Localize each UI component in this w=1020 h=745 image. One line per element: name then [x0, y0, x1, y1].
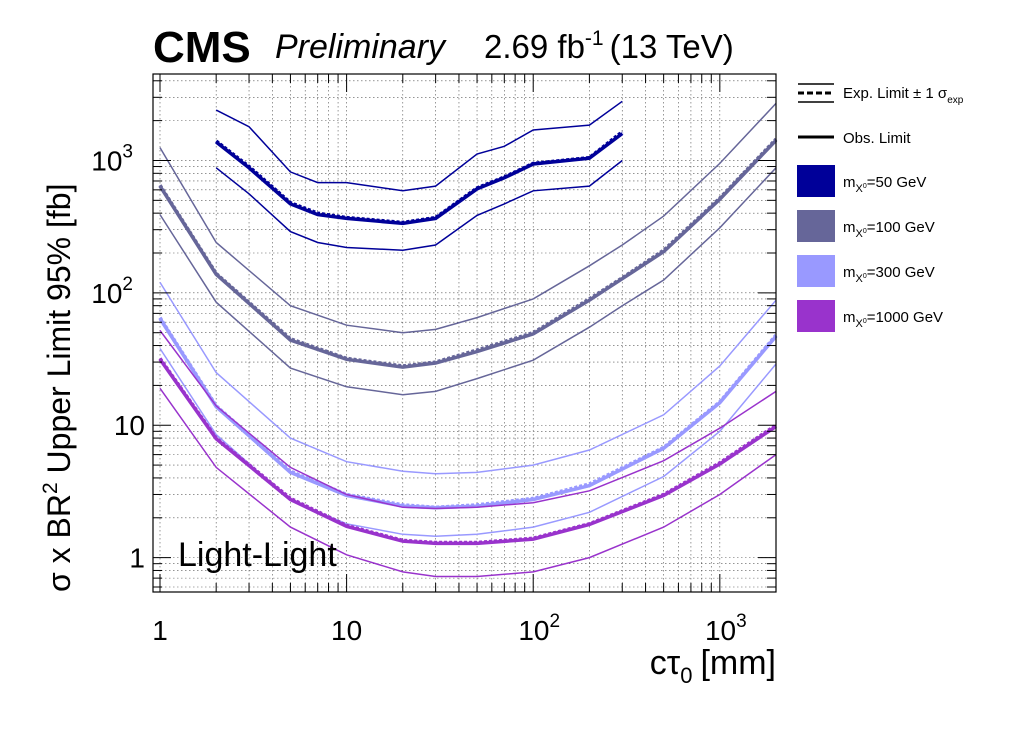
exp-band-upper-line	[159, 102, 777, 334]
y-axis-title-sup: 2	[39, 482, 62, 494]
legend-mass-prefix: m	[843, 174, 856, 191]
y-tick-label: 102	[91, 274, 133, 309]
legend: Exp. Limit ± 1 σexp Obs. Limit mX0=50 Ge…	[797, 83, 964, 332]
observed-limit-line	[158, 317, 778, 510]
legend-swatch-4	[797, 300, 835, 332]
series-1	[215, 100, 624, 251]
legend-exp-label-main: Exp. Limit ± 1 σ	[843, 85, 948, 102]
expected-limit-line	[158, 357, 777, 545]
legend-swatch-3	[797, 255, 835, 287]
legend-mass-value: =1000 GeV	[867, 309, 943, 326]
exp-band-upper-line	[159, 282, 777, 475]
legend-mass-label-4: mX0=1000 GeV	[843, 309, 943, 330]
x-tick-label-base: 10	[705, 615, 736, 646]
legend-mass-sub-sup: 0	[863, 318, 867, 325]
expected-limit-line	[158, 316, 778, 510]
y-tick-label-exp: 3	[122, 141, 133, 162]
y-tick-label-base: 10	[114, 410, 145, 441]
observed-limit-line	[158, 139, 778, 369]
legend-mass-prefix: m	[843, 264, 856, 281]
legend-mass-label-1: mX0=50 GeV	[843, 174, 926, 195]
y-axis-title-post: Upper Limit 95% [fb]	[41, 184, 77, 483]
curves	[158, 100, 778, 578]
x-tick-label: 102	[518, 611, 560, 646]
exp-band-upper-line	[215, 100, 623, 192]
x-tick-label: 1	[152, 615, 168, 646]
legend-mass-sub: X	[856, 273, 864, 285]
legend-mass-prefix: m	[843, 219, 856, 236]
grid	[153, 74, 777, 592]
legend-mass-sub-sup: 0	[863, 228, 867, 235]
expected-limit-line	[158, 137, 778, 368]
legend-mass-sub: X	[856, 183, 864, 195]
legend-mass-prefix: m	[843, 309, 856, 326]
expected-limit-line	[215, 130, 624, 225]
legend-mass-sub-sup: 0	[863, 183, 867, 190]
y-tick-label-exp: 2	[122, 274, 133, 295]
x-axis-title: cτ0 [mm]	[650, 644, 776, 688]
y-tick-label: 10	[114, 410, 145, 441]
x-tick-label-base: 10	[518, 615, 549, 646]
exp-band-lower-line	[159, 167, 777, 396]
x-tick-label-base: 10	[331, 615, 362, 646]
legend-mass-sub: X	[856, 318, 864, 330]
preliminary-label: Preliminary	[275, 28, 447, 66]
legend-exp-label-sub: exp	[947, 95, 964, 106]
x-tick-label: 10	[331, 615, 362, 646]
legend-mass-value: =300 GeV	[867, 264, 935, 281]
legend-mass-value: =100 GeV	[867, 219, 935, 236]
y-tick-label-base: 10	[91, 278, 122, 309]
legend-mass-sub: X	[856, 228, 864, 240]
exp-band-lower-line	[159, 387, 777, 578]
axis-ticks	[153, 74, 777, 592]
legend-mass-label-3: mX0=300 GeV	[843, 264, 935, 285]
x-axis-title-unit: [mm]	[700, 644, 776, 682]
legend-mass-value: =50 GeV	[867, 174, 927, 191]
series-2	[158, 102, 778, 396]
lumi-label: 2.69 fb-1 (13 TeV)	[484, 27, 734, 65]
cms-label: CMS	[153, 23, 251, 72]
y-tick-label: 1	[129, 543, 145, 574]
x-tick-label-exp: 2	[550, 611, 561, 632]
legend-exp-label: Exp. Limit ± 1 σexp	[843, 85, 964, 106]
y-tick-label-base: 10	[91, 145, 122, 176]
x-tick-label: 103	[705, 611, 747, 646]
legend-swatch-2	[797, 210, 835, 242]
legend-mass-sub-sup: 0	[863, 273, 867, 280]
annotation-light-light: Light-Light	[178, 536, 337, 574]
lumi-value: 2.69 fb	[484, 28, 585, 65]
y-tick-label: 103	[91, 141, 133, 176]
lumi-exponent: -1	[585, 27, 604, 50]
x-tick-label-base: 1	[152, 615, 168, 646]
exp-band-lower-line	[215, 159, 623, 251]
y-tick-label-base: 1	[129, 543, 145, 574]
x-axis-title-main: cτ	[650, 644, 681, 682]
observed-limit-line	[215, 132, 624, 226]
plot-frame	[152, 73, 777, 593]
x-axis-title-sub: 0	[680, 663, 692, 688]
y-axis-title: σ x BR2 Upper Limit 95% [fb]	[39, 184, 77, 592]
energy-label: (13 TeV)	[610, 28, 734, 65]
series-4	[158, 330, 777, 578]
x-tick-label-exp: 3	[736, 611, 747, 632]
legend-obs-label: Obs. Limit	[843, 130, 911, 147]
exp-band-upper-line	[159, 330, 777, 510]
y-axis-title-pre: σ x BR	[41, 494, 77, 592]
legend-mass-label-2: mX0=100 GeV	[843, 219, 935, 240]
legend-swatch-1	[797, 165, 835, 197]
